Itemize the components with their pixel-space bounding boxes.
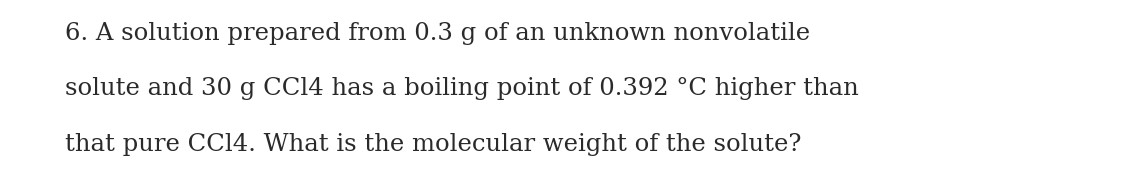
Text: solute and 30 g CCl4 has a boiling point of 0.392 °C higher than: solute and 30 g CCl4 has a boiling point… xyxy=(65,77,860,100)
Text: that pure CCl4. What is the molecular weight of the solute?: that pure CCl4. What is the molecular we… xyxy=(65,133,802,156)
Text: 6. A solution prepared from 0.3 g of an unknown nonvolatile: 6. A solution prepared from 0.3 g of an … xyxy=(65,22,810,45)
